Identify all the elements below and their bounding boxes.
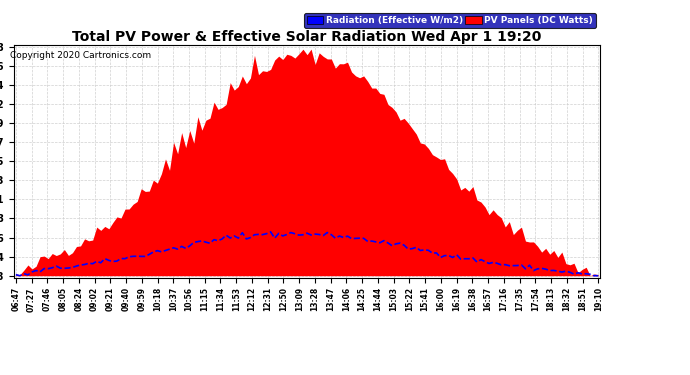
Title: Total PV Power & Effective Solar Radiation Wed Apr 1 19:20: Total PV Power & Effective Solar Radiati… (72, 30, 542, 44)
Legend: Radiation (Effective W/m2), PV Panels (DC Watts): Radiation (Effective W/m2), PV Panels (D… (304, 13, 595, 28)
Text: Copyright 2020 Cartronics.com: Copyright 2020 Cartronics.com (10, 51, 152, 60)
